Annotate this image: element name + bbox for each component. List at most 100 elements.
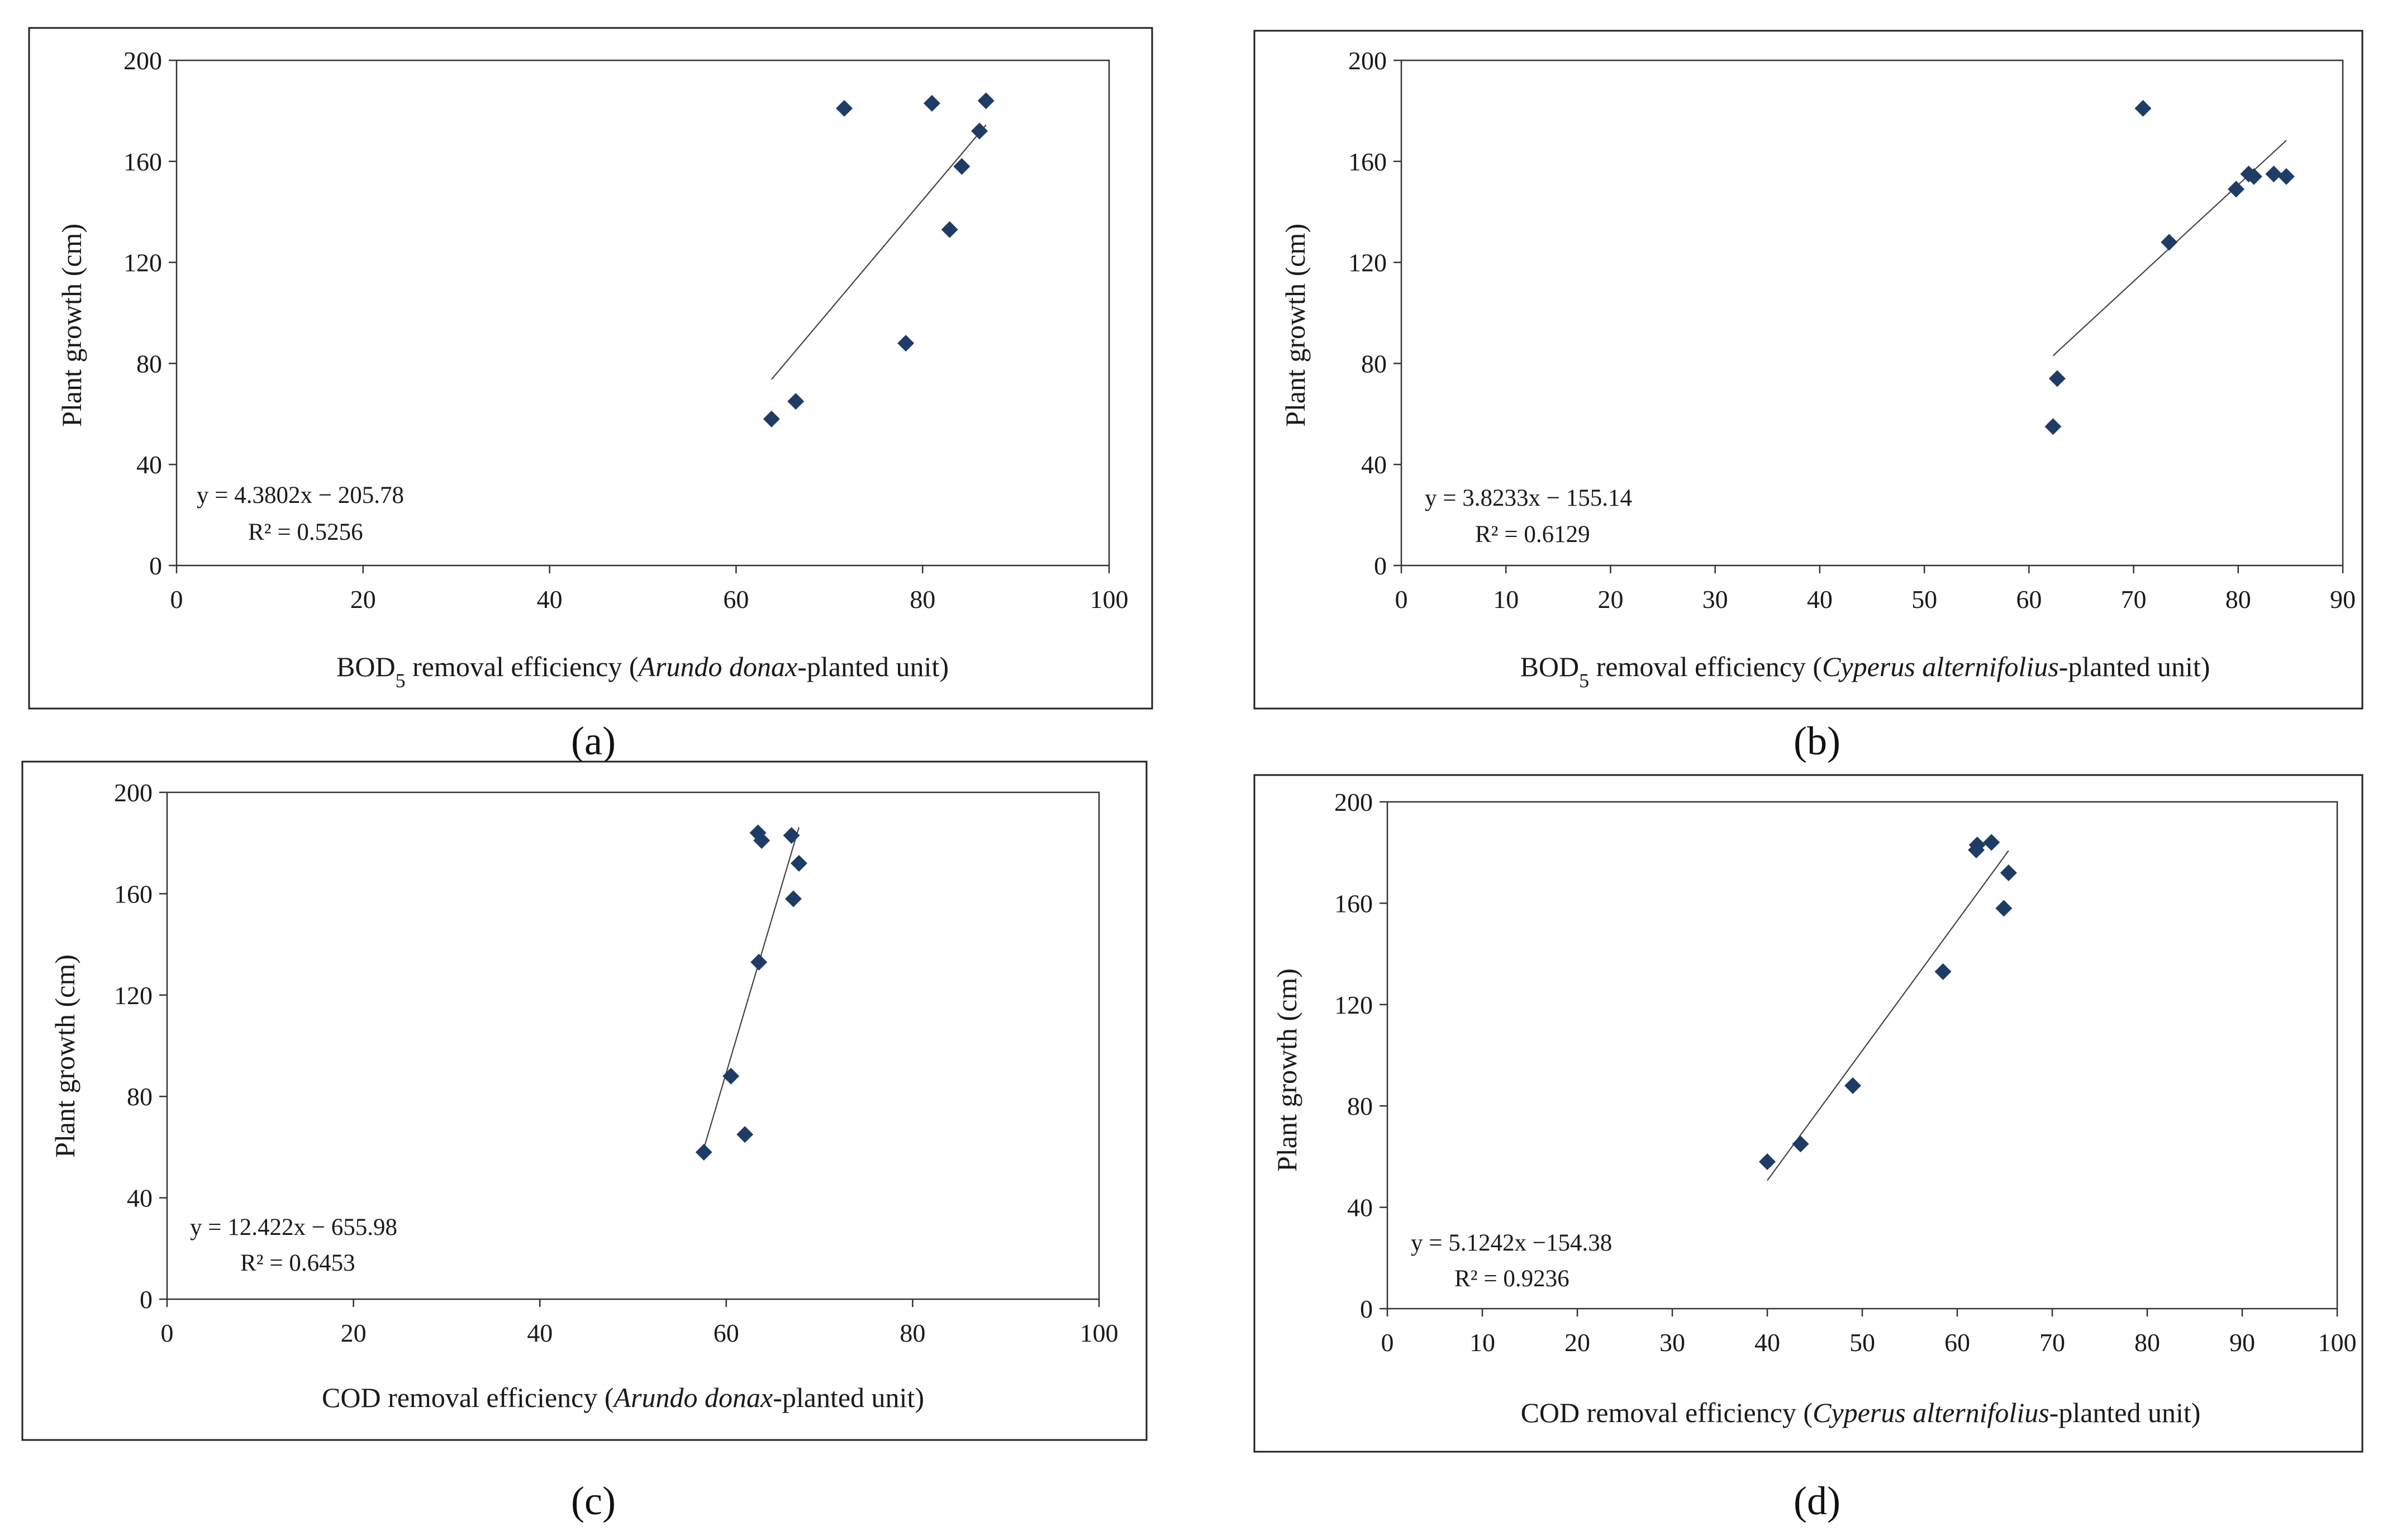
panel-b-equation: y = 3.8233x − 155.14 (1425, 485, 1632, 511)
panel-b-y-tick-label: 40 (1361, 450, 1387, 479)
panel-b-y-tick-label: 160 (1348, 148, 1387, 176)
panel-d-data-point (1934, 963, 1952, 980)
panel-b-data-point (2265, 165, 2282, 183)
panel-c-data-point (695, 1143, 712, 1161)
panel-c-x-tick-label: 80 (900, 1319, 925, 1347)
panel-a-data-point (977, 92, 995, 110)
panel-a-x-tick-label: 40 (537, 585, 563, 614)
panel-a-y-tick-label: 160 (123, 148, 162, 176)
panel-b-scatter-chart: 0 40 80 120 160 200 0 10 20 30 40 50 60 70 80 90 y = 3.… (1253, 30, 2363, 763)
panel-a-equation: y = 4.3802x − 205.78 (197, 482, 404, 508)
panel-b-x-tick-label: 30 (1702, 585, 1728, 614)
panel-c-data-point (753, 832, 771, 849)
panel-d-y-tick-label: 160 (1334, 889, 1373, 918)
panel-a-trendline (771, 124, 987, 380)
panel-d-plot-border (1386, 801, 2338, 1310)
panel-a-x-axis-label: BOD5 removal efficiency (Arundo donax-pl… (336, 651, 949, 692)
panel-a-data-point (787, 393, 805, 410)
panel-d-r-squared: R² = 0.9236 (1454, 1266, 1570, 1292)
panel-d-y-tick-label: 0 (1360, 1295, 1373, 1323)
panel-d-y-tick-label: 40 (1347, 1194, 1373, 1222)
panel-a-x-tick-label: 20 (350, 585, 376, 614)
panel-d-x-tick-label: 80 (2134, 1328, 2160, 1357)
panel-d-data-point (1968, 836, 1986, 854)
panel-c-x-axis-label: COD removal efficiency (Arundo donax-pla… (322, 1382, 924, 1413)
panel-d-trendline (1767, 850, 2009, 1181)
panel-d-y-axis-label: Plant growth (cm) (1271, 968, 1302, 1172)
panel-a-x-tick-label: 100 (1090, 585, 1129, 614)
panel-b-r-squared: R² = 0.6129 (1475, 521, 1590, 548)
panel-d-data-point (1759, 1153, 1776, 1170)
panel-a-plot-border (175, 59, 1110, 567)
panel-c-x-tick-label: 20 (341, 1319, 367, 1347)
panel-b-y-tick-label: 0 (1374, 552, 1387, 580)
panel-b-x-tick-label: 70 (2121, 585, 2147, 614)
panel-d-y-tick-label: 120 (1334, 991, 1373, 1019)
panel-b-x-tick-label: 40 (1807, 585, 1833, 614)
panel-a-data-point (763, 410, 780, 427)
panel-d-x-tick-label: 10 (1469, 1328, 1495, 1357)
panel-d-data-point (1792, 1135, 1809, 1153)
panel-c-trendline (703, 827, 800, 1149)
panel-a-data-point (971, 122, 988, 140)
panel-c-x-tick-label: 60 (714, 1319, 739, 1347)
panel-a-label: (a) (571, 719, 616, 763)
panel-c-x-tick-label: 100 (1080, 1319, 1119, 1347)
panel-c-plot-border (166, 791, 1100, 1300)
panel-c-y-tick-label: 120 (114, 981, 153, 1010)
panel-b-y-tick-label: 120 (1348, 249, 1387, 277)
panel-c-y-tick-label: 0 (140, 1285, 153, 1314)
panel-d-x-tick-label: 30 (1659, 1328, 1685, 1357)
panel-a-data-point (897, 335, 915, 352)
panel-b-data-point (2134, 99, 2152, 117)
panel-a-data-point (941, 221, 958, 238)
panel-c-equation: y = 12.422x − 655.98 (190, 1214, 397, 1240)
panel-a-data-point (953, 158, 971, 175)
panel-b-plot-border (1400, 59, 2344, 567)
panel-c-y-tick-label: 160 (114, 880, 153, 908)
panel-b-x-axis-label: BOD5 removal efficiency (Cyperus alterni… (1520, 651, 2210, 692)
panel-a-y-tick-label: 0 (149, 552, 162, 580)
panel-d-data-point (1844, 1077, 1861, 1094)
panel-a-x-tick-label: 0 (170, 585, 183, 614)
panel-b-x-tick-label: 0 (1395, 585, 1408, 614)
panel-c-data-point (722, 1067, 740, 1085)
panel-d-scatter-chart: 0 40 80 120 160 200 0 10 20 30 40 50 60 70 80 90 100 y =… (1253, 774, 2363, 1523)
panel-d-data-point (1995, 900, 2013, 917)
panel-c-data-point (783, 827, 800, 844)
panel-c-label: (c) (571, 1479, 616, 1523)
panel-d-x-tick-label: 0 (1381, 1328, 1394, 1357)
panel-a-y-axis-label: Plant growth (cm) (56, 224, 87, 427)
panel-c-y-axis-label: Plant growth (cm) (49, 954, 80, 1158)
panel-c-x-tick-label: 0 (161, 1319, 174, 1347)
panel-a-y-tick-label: 120 (123, 249, 162, 277)
panel-a-x-tick-label: 60 (723, 585, 749, 614)
panel-b-data-point (2048, 370, 2066, 387)
panel-d-y-tick-label: 80 (1347, 1092, 1373, 1120)
panel-d-x-tick-label: 40 (1754, 1328, 1780, 1357)
panel-a-r-squared: R² = 0.5256 (248, 519, 363, 545)
panel-d-y-tick-label: 200 (1334, 788, 1373, 816)
panel-b-x-tick-label: 60 (2016, 585, 2042, 614)
panel-b-label: (b) (1794, 719, 1840, 763)
panel-d-x-tick-label: 70 (2039, 1328, 2065, 1357)
panel-b-x-tick-label: 80 (2225, 585, 2251, 614)
panel-c-data-point (784, 890, 802, 907)
panel-b-data-point (2228, 180, 2245, 198)
panel-d-plot-area: 0 40 80 120 160 200 0 10 20 30 40 50 60 70 80 90 100 (1334, 788, 2357, 1357)
panel-d-data-point (2000, 864, 2017, 881)
panel-b-data-point (2245, 168, 2262, 185)
panel-d-data-point (1983, 834, 2000, 851)
panel-a-y-tick-label: 40 (136, 450, 162, 479)
panel-a-x-tick-label: 80 (910, 585, 935, 614)
panel-d-x-tick-label: 100 (2318, 1328, 2357, 1357)
panel-b-data-point (2161, 234, 2178, 251)
panel-b-data-point (2277, 168, 2295, 185)
panel-a-data-point (836, 99, 853, 117)
panel-a-scatter-chart: 0 40 80 120 160 200 0 20 40 60 80 100 y = 4.3802x −… (28, 27, 1153, 763)
panel-c-y-tick-label: 80 (127, 1082, 153, 1111)
panel-c-y-tick-label: 40 (127, 1184, 153, 1213)
panel-c-data-point (736, 1126, 754, 1143)
panel-b-y-axis-label: Plant growth (cm) (1280, 224, 1311, 427)
